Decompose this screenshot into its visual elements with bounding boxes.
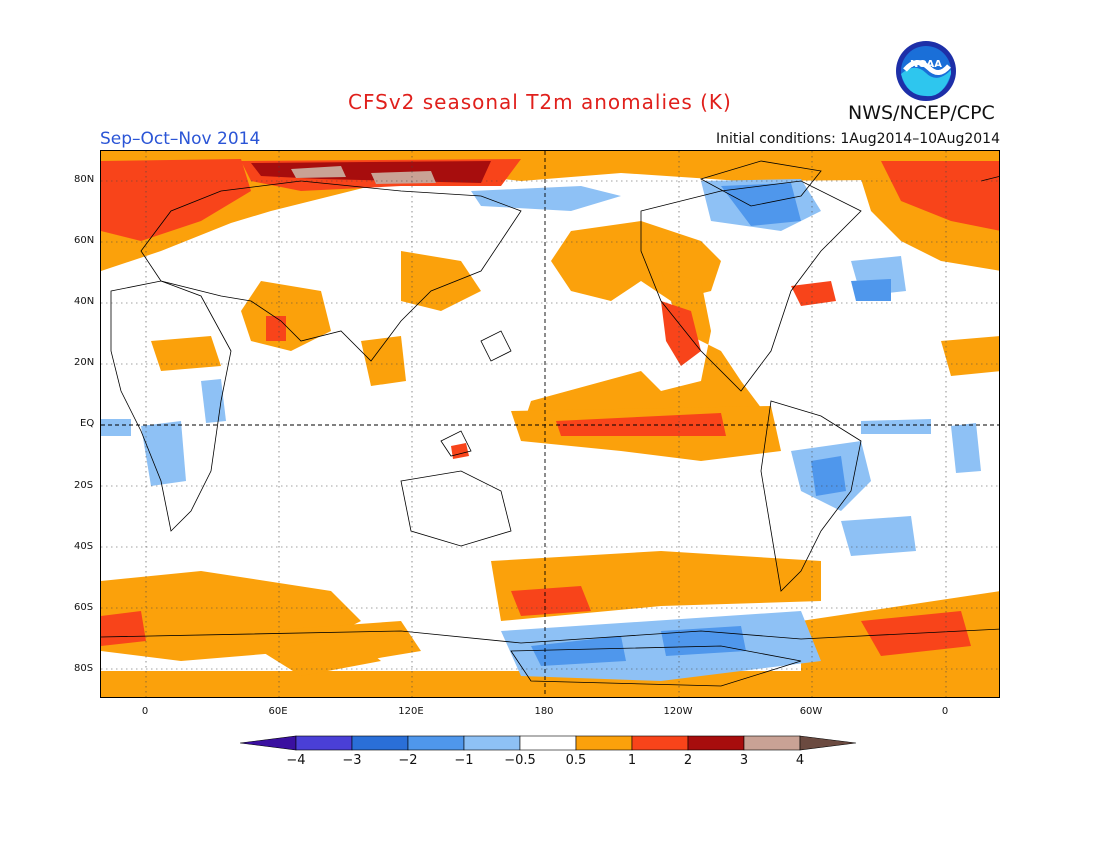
coastlines [101, 160, 999, 687]
colorbar-label: 3 [739, 753, 749, 768]
initial-conditions: Initial conditions: 1Aug2014–10Aug2014 [715, 131, 1000, 147]
lat-label: 40S [74, 541, 94, 552]
colorbar-segment [295, 735, 353, 751]
colorbar-segment [407, 735, 465, 751]
agency-label: NWS/NCEP/CPC [848, 102, 995, 124]
lon-label: 180 [534, 706, 554, 717]
lat-label: 80S [74, 663, 94, 674]
colorbar-segment [631, 735, 689, 751]
colorbar-low-arrow [239, 735, 297, 751]
colorbar-segment [687, 735, 745, 751]
lat-label: 40N [74, 296, 95, 307]
colorbar-segment [575, 735, 633, 751]
logo-text: NOAA [910, 59, 942, 70]
lon-label: 60E [268, 706, 288, 717]
colorbar-segment [351, 735, 409, 751]
colorbar-high-arrow [799, 735, 857, 751]
lon-label: 0 [941, 706, 949, 717]
colorbar-label: −1 [454, 753, 474, 768]
colorbar-label: 2 [683, 753, 693, 768]
lat-label: 80N [74, 174, 95, 185]
colorbar-label: 4 [795, 753, 805, 768]
lon-label: 0 [141, 706, 149, 717]
colorbar-segment [463, 735, 521, 751]
colorbar-label: 1 [627, 753, 637, 768]
lon-label: 60W [799, 706, 823, 717]
colorbar-label: −2 [398, 753, 418, 768]
colorbar [239, 735, 860, 755]
lat-label: 20S [74, 480, 94, 491]
colorbar-label: −3 [342, 753, 362, 768]
colorbar-segment [519, 735, 577, 751]
noaa-logo-icon: NOAA [895, 40, 957, 102]
map-title: CFSv2 seasonal T2m anomalies (K) [348, 90, 732, 114]
lat-label: 60N [74, 235, 95, 246]
lon-label: 120W [663, 706, 693, 717]
colorbar-label: 0.5 [565, 753, 587, 768]
colorbar-label: −0.5 [504, 753, 536, 768]
colorbar-label: −4 [286, 753, 306, 768]
strong-cool-regions [531, 183, 891, 666]
forecast-period: Sep–Oct–Nov 2014 [100, 129, 261, 149]
lon-label: 120E [398, 706, 424, 717]
lat-label: EQ [80, 418, 95, 429]
lat-label: 20N [74, 357, 95, 368]
graticule [101, 151, 999, 697]
lat-label: 60S [74, 602, 94, 613]
anomaly-map [100, 150, 1000, 698]
colorbar-segment [743, 735, 801, 751]
equator-and-dateline [101, 151, 999, 697]
